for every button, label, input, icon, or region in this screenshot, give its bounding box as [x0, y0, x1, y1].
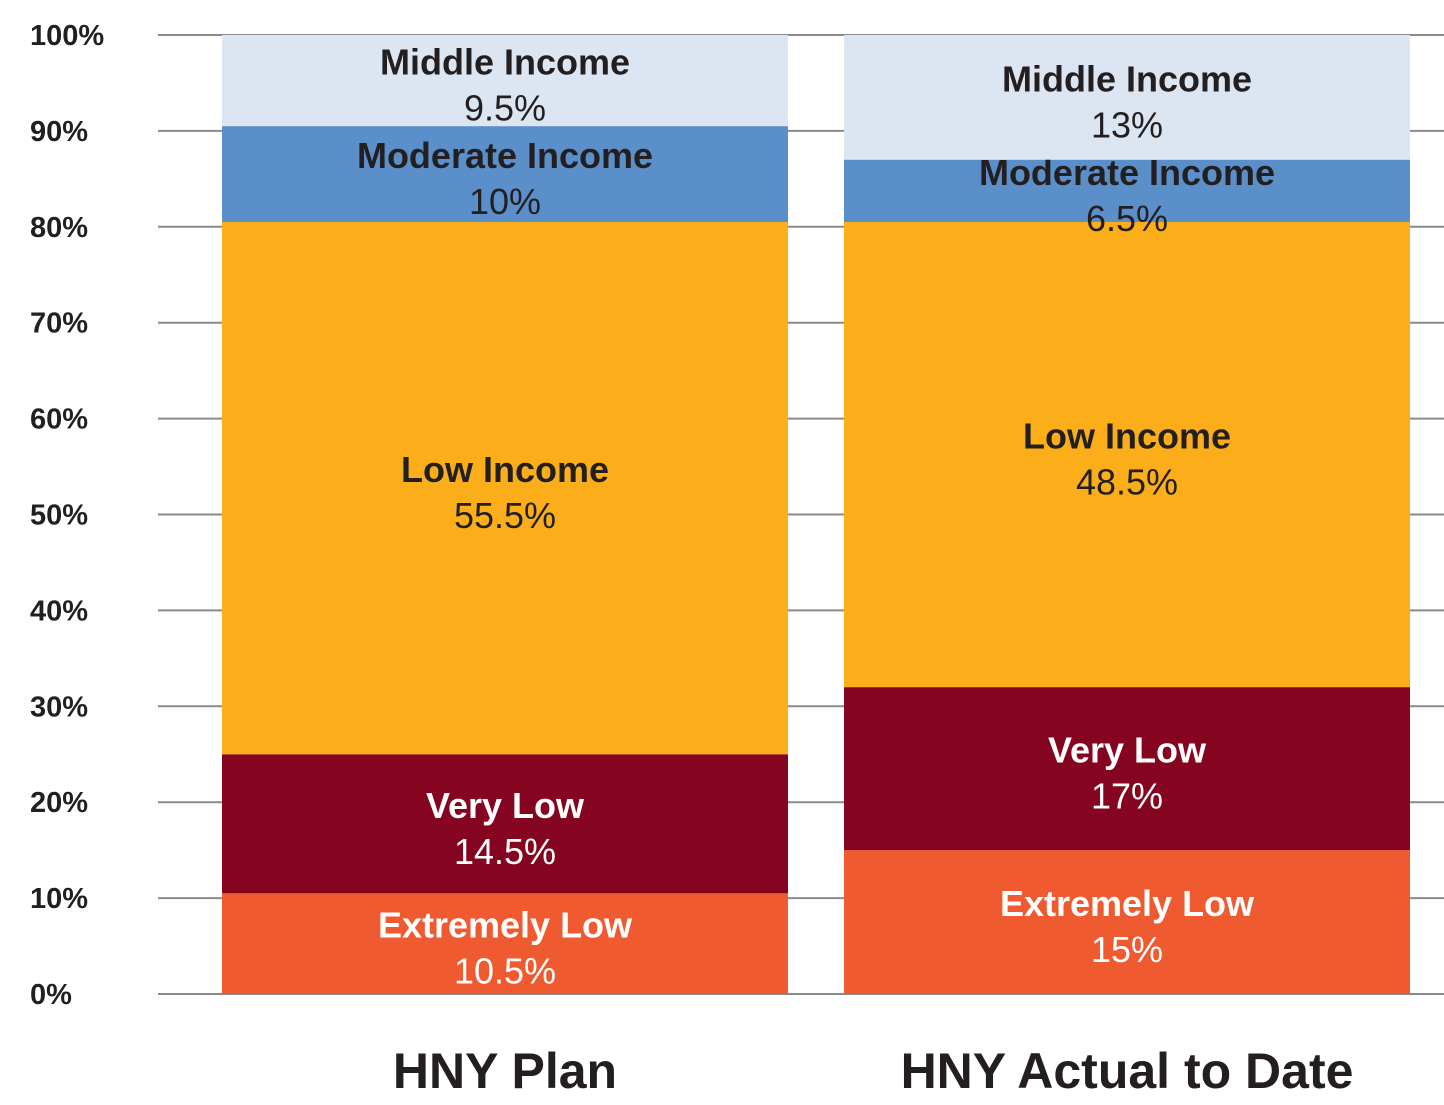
- segment-name-label: Extremely Low: [378, 905, 633, 946]
- y-tick-label: 0%: [30, 979, 72, 1011]
- segment-value-label: 14.5%: [454, 831, 556, 872]
- segment-name-label: Extremely Low: [1000, 883, 1255, 924]
- bar-segment: [222, 35, 788, 127]
- bar-segment: [222, 222, 788, 755]
- y-tick-label: 80%: [30, 212, 88, 244]
- segment-value-label: 48.5%: [1076, 462, 1178, 503]
- segment-name-label: Low Income: [1023, 416, 1231, 457]
- segment-name-label: Middle Income: [380, 42, 630, 83]
- bar-segment: [844, 159, 1410, 223]
- segment-name-label: Moderate Income: [357, 135, 653, 176]
- segment-name-label: Very Low: [1048, 730, 1207, 771]
- x-category-label: HNY Plan: [393, 1043, 617, 1099]
- segment-value-label: 13%: [1091, 104, 1163, 145]
- segment-value-label: 15%: [1091, 929, 1163, 970]
- y-tick-label: 30%: [30, 691, 88, 723]
- y-axis-ticks: 0% 10% 20% 30% 40% 50% 60% 70% 80% 90% 100%: [30, 20, 104, 1011]
- y-tick-label: 70%: [30, 308, 88, 340]
- bar-segment: [222, 754, 788, 894]
- segment-value-label: 10%: [469, 181, 541, 222]
- bar-segment: [844, 850, 1410, 994]
- y-tick-label: 50%: [30, 500, 88, 532]
- y-tick-label: 60%: [30, 404, 88, 436]
- y-tick-label: 100%: [30, 20, 104, 52]
- bar-segment: [844, 222, 1410, 688]
- segment-value-label: 6.5%: [1086, 198, 1168, 239]
- x-axis-categories: HNY Plan HNY Actual to Date: [393, 1043, 1354, 1099]
- bar-segment: [844, 35, 1410, 160]
- y-tick-label: 40%: [30, 595, 88, 627]
- segment-name-label: Low Income: [401, 449, 609, 490]
- segment-name-label: Middle Income: [1002, 58, 1252, 99]
- y-tick-label: 90%: [30, 116, 88, 148]
- bar-segment: [222, 893, 788, 994]
- bar-segment: [844, 687, 1410, 851]
- y-tick-label: 10%: [30, 883, 88, 915]
- x-category-label: HNY Actual to Date: [901, 1043, 1354, 1099]
- bars: Extremely Low 10.5% Very Low 14.5% Low Incom…: [222, 35, 1410, 994]
- y-tick-label: 20%: [30, 787, 88, 819]
- segment-name-label: Very Low: [426, 785, 585, 826]
- bar-segment: [222, 126, 788, 223]
- segment-value-label: 10.5%: [454, 951, 556, 992]
- segment-value-label: 9.5%: [464, 88, 546, 129]
- segment-value-label: 55.5%: [454, 495, 556, 536]
- segment-value-label: 17%: [1091, 776, 1163, 817]
